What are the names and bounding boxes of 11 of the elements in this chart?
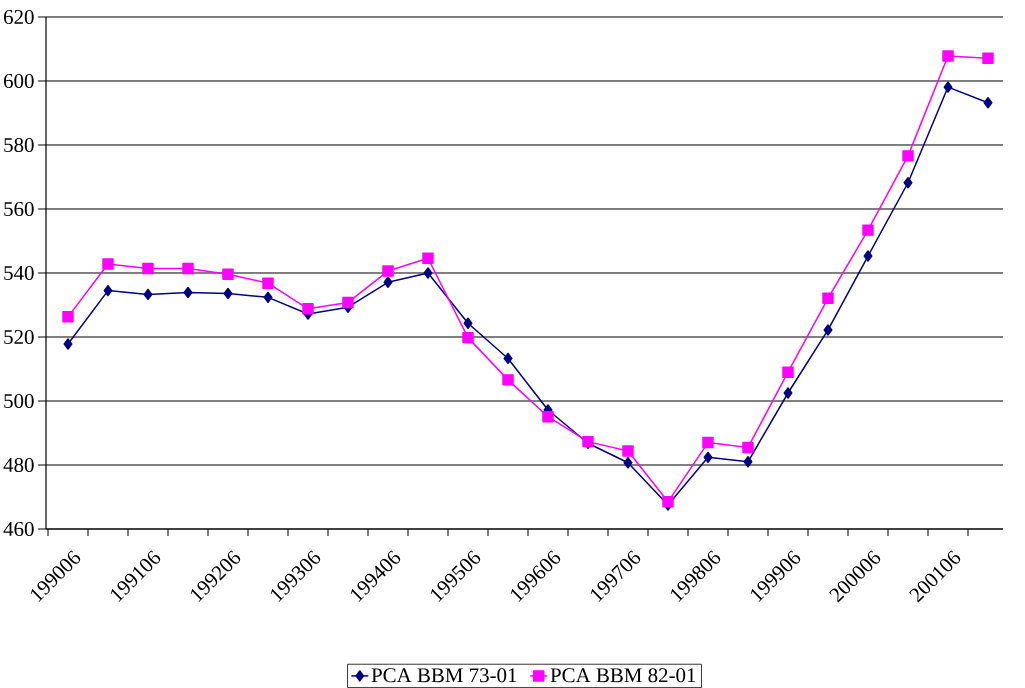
legend-label: PCA BBM 82-01 bbox=[550, 668, 696, 683]
y-tick-label: 520 bbox=[4, 329, 34, 345]
y-tick-label: 500 bbox=[4, 393, 34, 409]
y-tick-label: 460 bbox=[3, 521, 34, 537]
y-tick-label: 620 bbox=[4, 9, 34, 25]
y-tick-label: 560 bbox=[4, 201, 34, 217]
y-tick-label: 600 bbox=[4, 73, 34, 89]
y-tick-label: 480 bbox=[3, 457, 34, 473]
legend-label: PCA BBM 73-01 bbox=[371, 668, 517, 683]
y-tick-label: 580 bbox=[4, 137, 34, 153]
y-tick-label: 540 bbox=[4, 265, 34, 281]
